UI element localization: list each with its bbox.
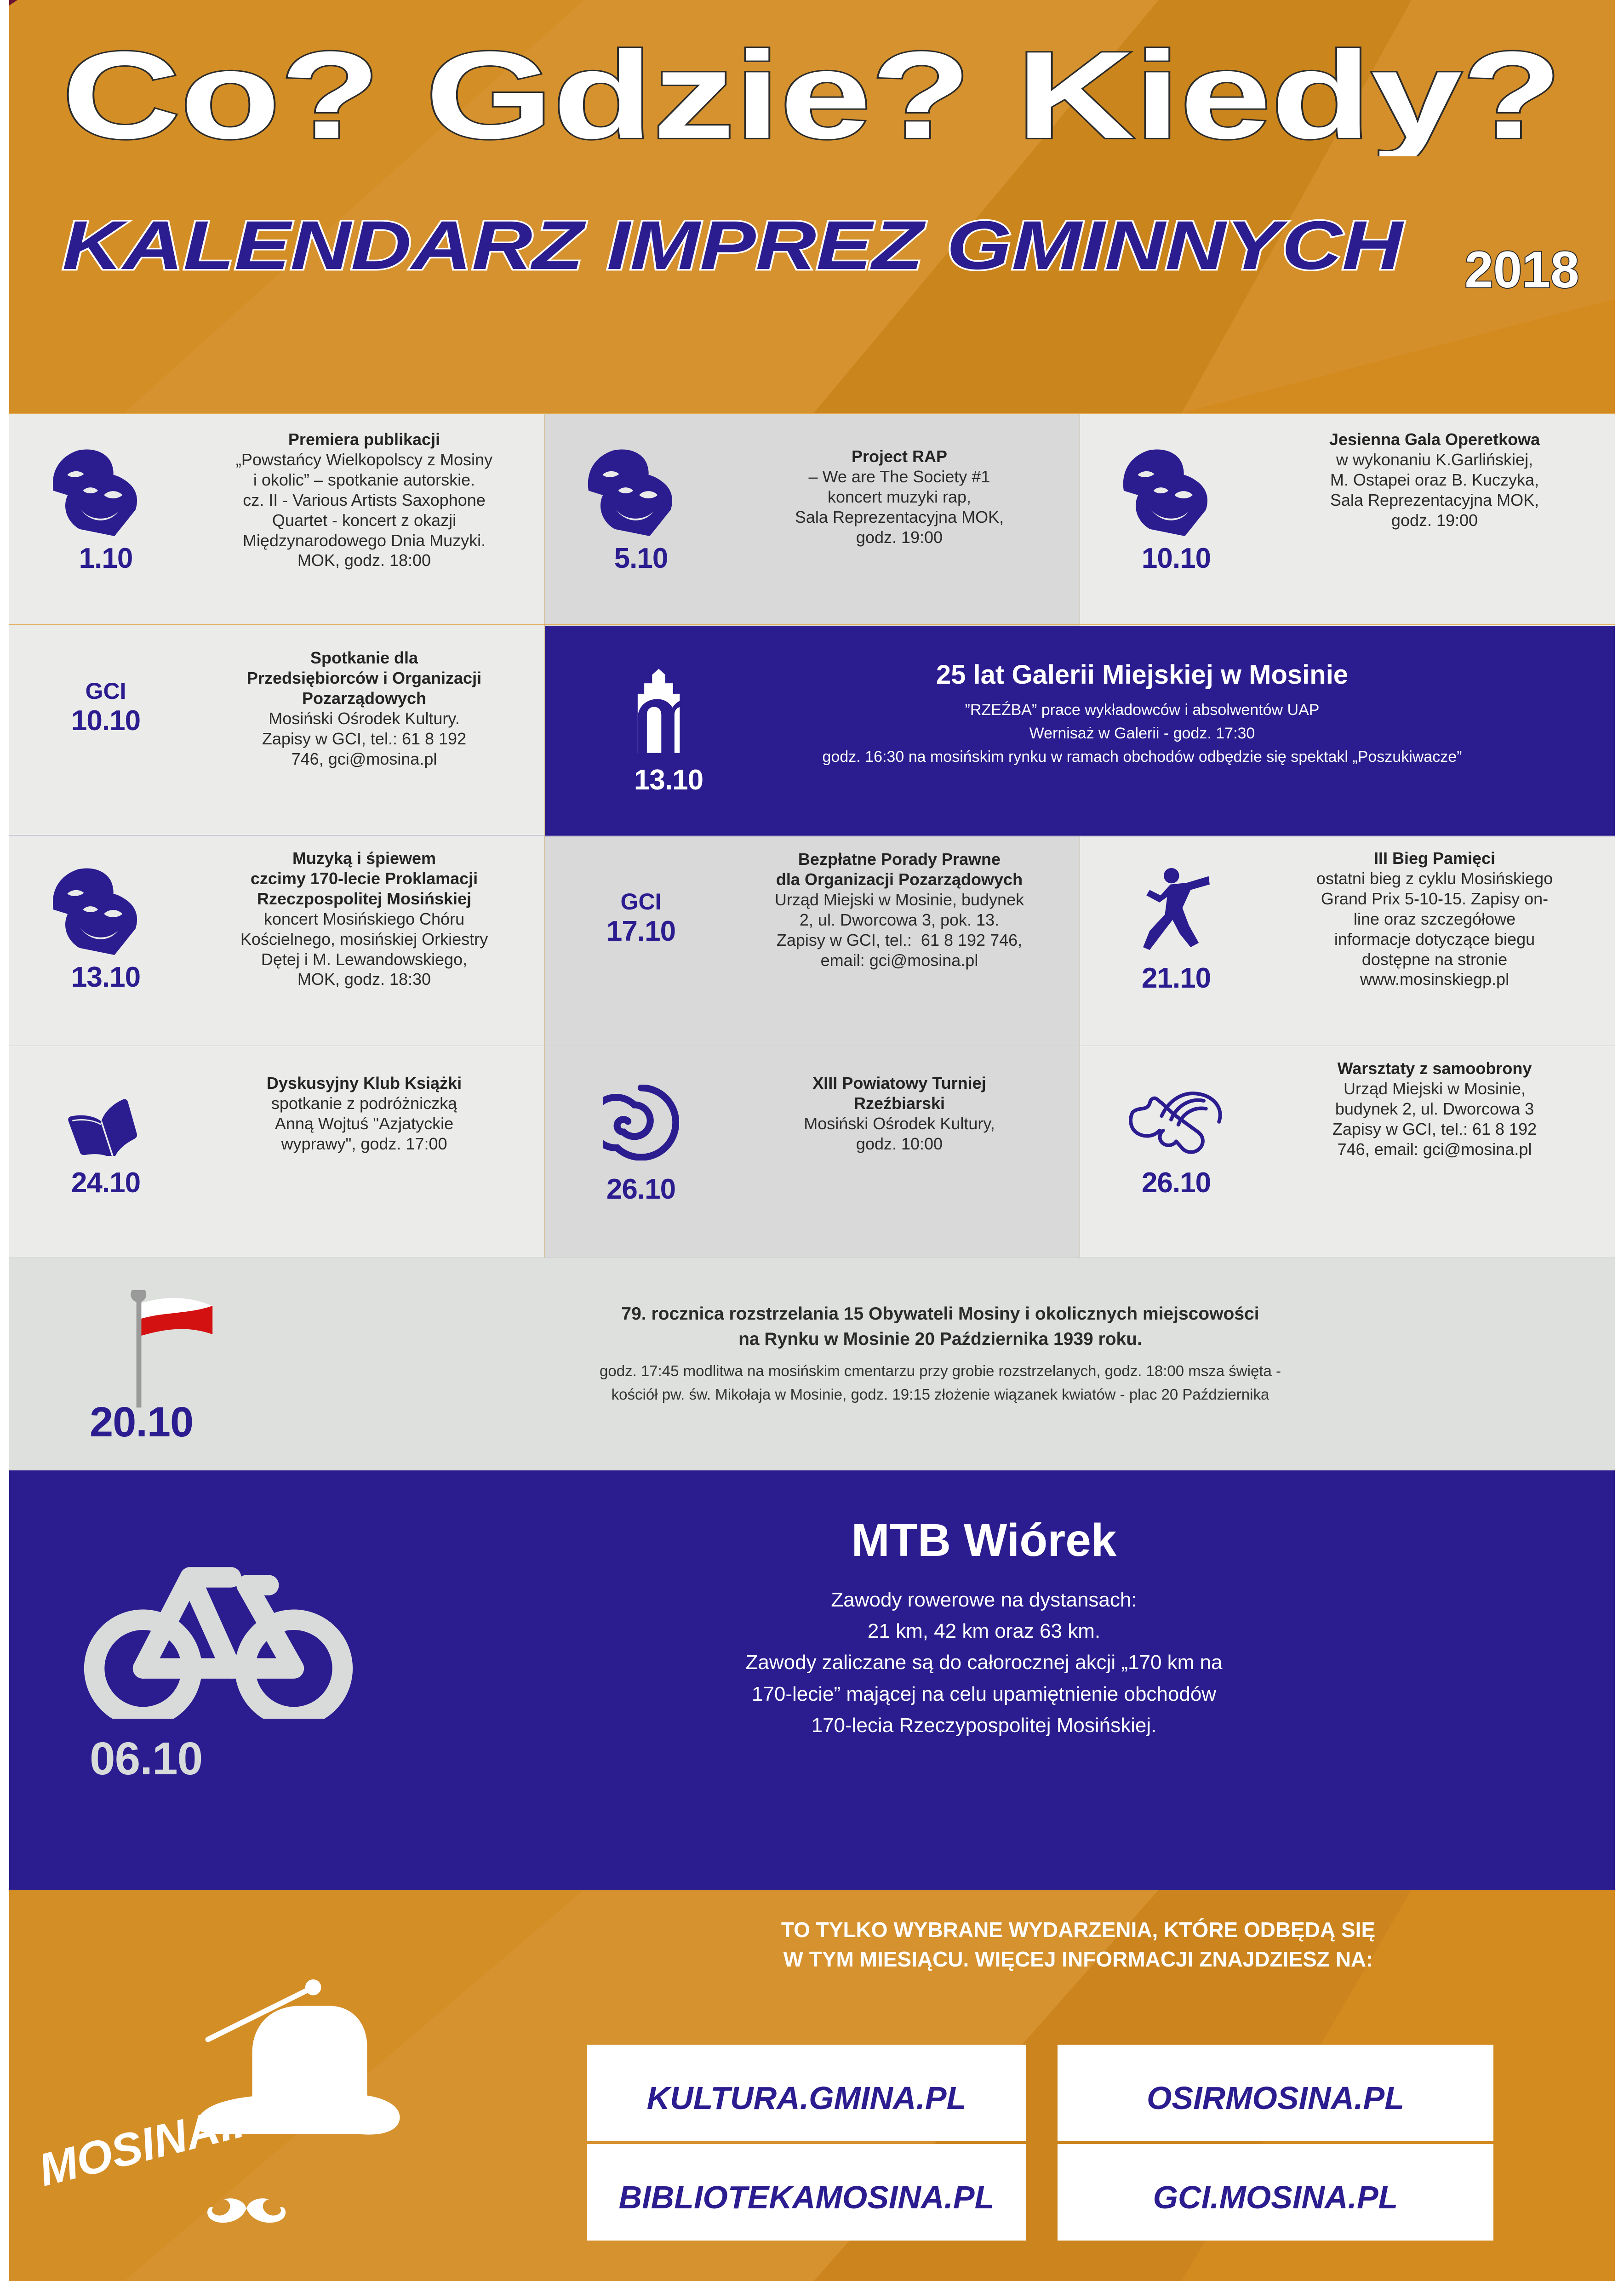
svg-text:KALENDARZ IMPREZ GMINNYCH: KALENDARZ IMPREZ GMINNYCH	[63, 206, 1404, 284]
svg-text:KULTURA.GMINA.PL: KULTURA.GMINA.PL	[647, 2080, 966, 2116]
svg-text:2018: 2018	[1464, 241, 1579, 298]
svg-text:GCI.MOSINA.PL: GCI.MOSINA.PL	[1153, 2179, 1398, 2215]
svg-text:Co? Gdzie? Kiedy?: Co? Gdzie? Kiedy?	[62, 26, 1562, 156]
svg-text:BIBLIOTEKAMOSINA.PL: BIBLIOTEKAMOSINA.PL	[619, 2179, 995, 2215]
svg-text:OSIRMOSINA.PL: OSIRMOSINA.PL	[1147, 2080, 1404, 2116]
